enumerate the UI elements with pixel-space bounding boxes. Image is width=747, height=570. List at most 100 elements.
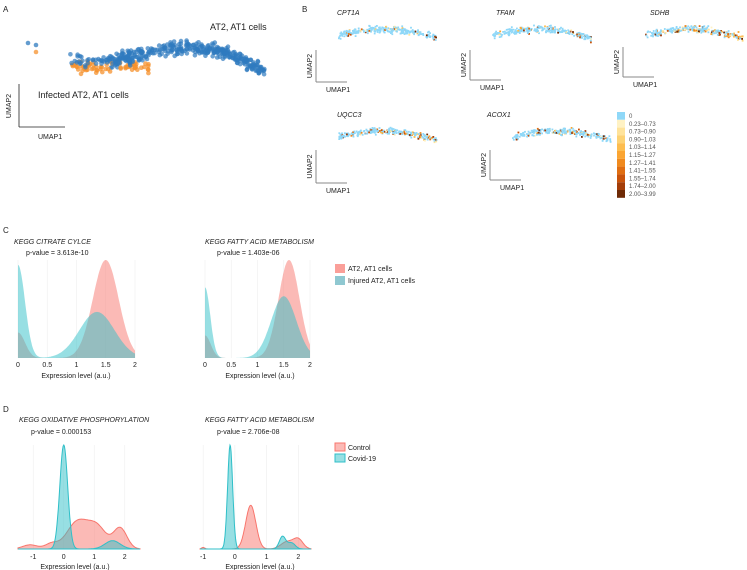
cell-point xyxy=(416,31,419,34)
cell-point xyxy=(520,133,522,135)
cell-point xyxy=(575,135,578,138)
cell-point xyxy=(560,26,562,29)
cell-point xyxy=(432,33,435,36)
cell-point xyxy=(695,26,698,29)
cell-point xyxy=(364,31,367,34)
cell-point xyxy=(662,30,664,32)
cell-point xyxy=(171,39,177,44)
cell-point xyxy=(354,28,357,31)
cell-point xyxy=(394,133,396,136)
cell-point xyxy=(346,135,348,137)
cell-point xyxy=(569,128,572,131)
legend-label: 1.15–1.27 xyxy=(629,153,656,159)
x-tick-label: 2 xyxy=(133,362,137,369)
cell-point xyxy=(655,29,657,32)
cell-point xyxy=(427,31,429,34)
cell-point xyxy=(145,46,151,51)
cell-point xyxy=(679,26,681,29)
cell-point xyxy=(393,129,396,132)
cell-point xyxy=(589,134,592,137)
cell-point xyxy=(702,27,705,29)
cell-point xyxy=(523,30,526,33)
cell-point xyxy=(514,135,517,138)
cell-point xyxy=(727,36,730,39)
cell-point xyxy=(572,32,575,34)
cell-point xyxy=(418,136,421,139)
cell-point xyxy=(339,34,341,37)
cell-point xyxy=(520,29,523,31)
cell-point xyxy=(512,28,515,31)
cell-point xyxy=(529,29,532,32)
cell-point xyxy=(655,32,658,35)
cell-point xyxy=(396,27,398,29)
cell-point xyxy=(355,30,357,33)
cell-point xyxy=(378,26,380,29)
cell-point xyxy=(718,34,720,36)
cell-point xyxy=(574,132,577,135)
cell-point xyxy=(546,129,549,131)
cell-point xyxy=(338,36,341,39)
cell-point xyxy=(581,131,583,134)
cell-point xyxy=(561,134,563,137)
cell-point xyxy=(401,32,404,34)
x-axis-label: Expression level (a.u.) xyxy=(225,373,294,380)
cell-point xyxy=(516,134,519,137)
cell-point xyxy=(685,26,688,29)
cell-point xyxy=(549,26,552,29)
cell-point xyxy=(577,32,580,34)
legend-swatch xyxy=(617,119,625,128)
cell-point xyxy=(341,32,344,35)
cell-point xyxy=(586,34,589,37)
density-control xyxy=(199,504,312,550)
cell-point xyxy=(571,132,573,134)
cell-point xyxy=(426,138,429,141)
cell-point xyxy=(561,131,563,133)
cell-point xyxy=(507,34,510,36)
cell-point xyxy=(378,31,381,34)
cell-point xyxy=(394,26,397,29)
cell-point xyxy=(413,132,416,134)
cell-point xyxy=(548,132,550,134)
legend-swatch xyxy=(617,151,625,159)
legend-label: 0.23–0.73 xyxy=(629,122,656,128)
cell-point xyxy=(534,134,537,137)
legend-label: 1.74–2.00 xyxy=(629,184,656,190)
cell-point xyxy=(515,31,518,33)
cell-point xyxy=(559,131,562,133)
cell-point xyxy=(365,128,368,131)
cell-point xyxy=(595,135,598,138)
cell-point xyxy=(372,27,375,29)
legend-label: 1.41–1.55 xyxy=(629,169,656,175)
cell-point xyxy=(548,25,551,27)
legend-label: 2.00–3.99 xyxy=(629,192,656,198)
cell-point xyxy=(195,48,201,53)
cell-point xyxy=(402,30,404,33)
cell-point xyxy=(368,131,370,134)
cell-point xyxy=(515,134,517,137)
cell-point xyxy=(723,31,725,34)
cell-point xyxy=(68,52,73,57)
cell-point xyxy=(606,138,608,141)
cell-point xyxy=(371,130,373,133)
cell-point xyxy=(684,25,687,27)
cell-point xyxy=(366,132,368,135)
cell-point xyxy=(494,34,496,37)
cell-point xyxy=(550,24,552,27)
cell-point xyxy=(714,29,716,32)
p-value: p-value = 0.000153 xyxy=(31,429,91,436)
cell-point xyxy=(339,37,342,40)
cell-point xyxy=(605,137,607,140)
cell-point xyxy=(683,28,686,31)
x-tick-label: 1.5 xyxy=(101,362,111,369)
infected-cell-point xyxy=(139,65,144,70)
cell-point xyxy=(587,36,590,38)
cell-point xyxy=(593,134,595,137)
cell-point xyxy=(573,34,575,37)
cell-point xyxy=(651,32,653,34)
xlabel: UMAP1 xyxy=(326,87,350,94)
cell-point xyxy=(690,25,693,28)
ylabel-a: UMAP2 xyxy=(6,94,13,118)
cell-point xyxy=(585,132,588,135)
cell-point xyxy=(602,135,605,138)
cell-point xyxy=(417,136,419,139)
